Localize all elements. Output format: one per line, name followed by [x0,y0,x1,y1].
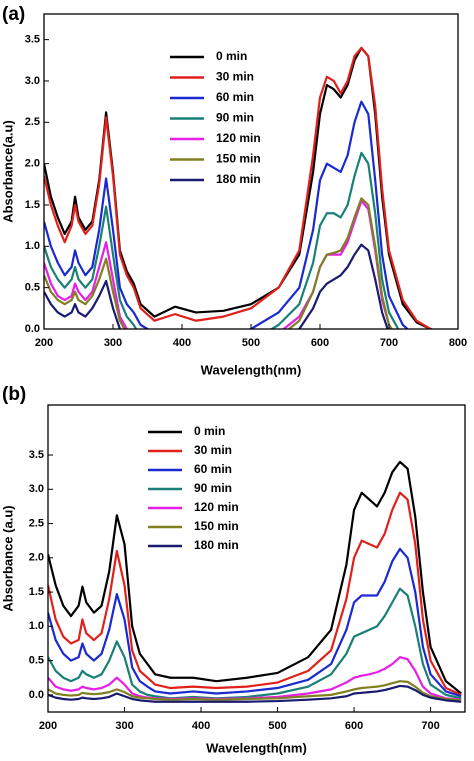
y-tick-label: 3.5 [29,449,44,461]
y-tick-label: 0.5 [25,282,40,294]
legend-label: 30 min [216,70,254,84]
x-tick-label: 200 [39,720,57,732]
x-tick-label: 300 [104,337,122,349]
x-tick-label: 500 [268,720,286,732]
plot-frame [47,404,466,713]
y-tick-label: 0.0 [29,689,44,701]
x-tick-label: 200 [35,337,53,349]
y-axis-label: Absorbance (a.u) [0,505,15,611]
legend-label: 180 min [216,172,261,186]
plot-lines [44,46,435,329]
legend-label: 150 min [216,152,261,166]
series-line [48,684,462,703]
y-tick-label: 2.0 [25,158,40,170]
y-tick-label: 2.5 [25,116,40,128]
y-tick-label: 3.0 [25,75,40,87]
legend-label: 150 min [194,519,239,533]
x-tick-label: 600 [345,720,363,732]
series-line [48,460,462,695]
legend-label: 0 min [194,424,225,438]
series-line [44,46,435,329]
chart-panel: (a) 0 min 30 min 60 min 90 min 120 min 150 min… [0,4,467,377]
series-line [44,151,400,329]
legend-label: 180 min [194,538,239,552]
y-tick-label: 0.5 [29,655,44,667]
x-axis-label: Wavelength(nm) [206,740,307,755]
x-tick-label: 700 [421,720,439,732]
legend-label: 60 min [216,90,254,104]
y-tick-label: 3.5 [25,34,40,46]
y-tick-label: 1.5 [25,199,40,211]
legend-label: 60 min [194,462,232,476]
x-tick-label: 300 [115,720,133,732]
y-tick-label: 2.0 [29,552,44,564]
legend-label: 120 min [194,500,239,514]
series-line [44,197,394,329]
y-tick-label: 1.0 [25,240,40,252]
legend-label: 90 min [216,111,254,125]
series-line [48,656,462,701]
x-axis-label: Wavelength(nm) [201,362,302,377]
chart-panel: (b) 0 min 30 min 60 min 90 min 120 min 150 min… [0,384,466,755]
x-tick-label: 700 [380,337,398,349]
y-axis-label: Absorbance(a.u) [0,120,15,223]
legend-label: 120 min [216,131,261,145]
x-tick-label: 400 [192,720,210,732]
series-line [44,100,410,329]
x-tick-label: 500 [242,337,260,349]
y-tick-label: 1.0 [29,620,44,632]
y-tick-label: 3.0 [29,483,44,495]
series-line [48,491,462,696]
y-tick-label: 2.5 [29,517,44,529]
series-line [44,243,389,329]
x-tick-label: 600 [311,337,329,349]
legend-label: 90 min [194,481,232,495]
legend-label: 0 min [216,49,247,63]
x-tick-label: 400 [173,337,191,349]
series-line [48,680,462,702]
plot-lines [48,460,462,703]
x-tick-label: 800 [449,337,467,349]
panel-label: (b) [2,384,26,405]
y-tick-label: 0.0 [25,323,40,335]
legend-label: 30 min [194,443,232,457]
y-tick-label: 1.5 [29,586,44,598]
panel-label: (a) [2,4,25,25]
series-line [48,547,462,698]
